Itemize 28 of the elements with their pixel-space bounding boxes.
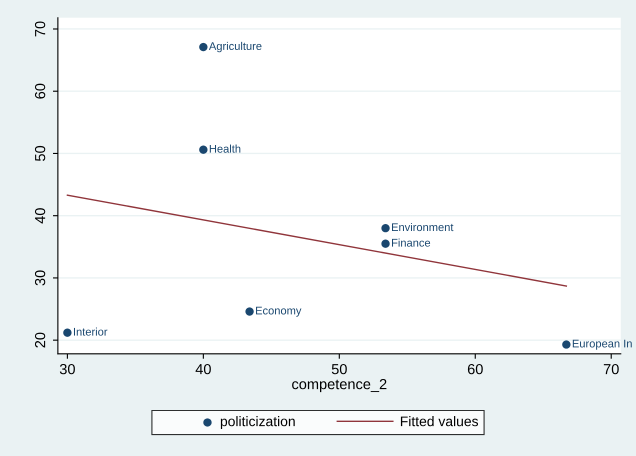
point — [199, 42, 208, 52]
annotation: Economy — [256, 306, 302, 317]
x-axis-title: competence_2 — [292, 378, 386, 392]
y-tick-label: 60 — [34, 84, 46, 99]
point — [381, 240, 390, 248]
x-tick-label: 70 — [604, 364, 619, 374]
annotation: Finance — [392, 238, 430, 247]
y-tick-label: 50 — [34, 146, 46, 161]
annotation: Agriculture — [208, 42, 262, 52]
legend-label: politicization — [220, 416, 295, 430]
point — [562, 340, 571, 349]
x-tick-label: 40 — [196, 364, 211, 374]
annotation: European In — [572, 340, 632, 350]
point — [63, 328, 72, 337]
y-tick-label: 40 — [34, 208, 46, 224]
annotation: Environment — [392, 222, 454, 232]
y-tick-label: 20 — [34, 332, 46, 348]
x-tick-label: 50 — [332, 364, 347, 374]
y-tick-label: 70 — [34, 21, 46, 36]
annotation: Interior — [74, 328, 108, 336]
point — [381, 224, 390, 232]
point — [199, 146, 208, 154]
x-tick-label: 30 — [60, 364, 75, 374]
y-tick-label: 30 — [34, 270, 46, 286]
point — [245, 307, 254, 316]
x-tick-label: 60 — [468, 364, 483, 374]
legend-label: Fitted values — [400, 416, 478, 426]
annotation: Health — [210, 144, 240, 153]
